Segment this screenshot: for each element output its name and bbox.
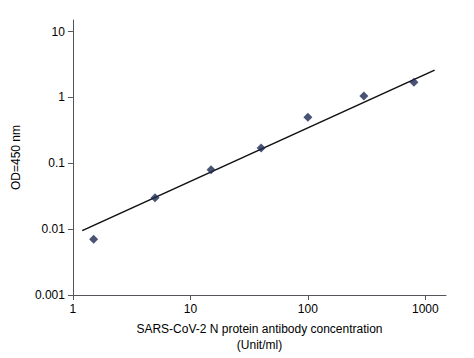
svg-text:OD=450 nm: OD=450 nm [9,125,23,190]
svg-text:100: 100 [298,302,318,316]
svg-text:0.001: 0.001 [35,288,65,302]
svg-text:0.1: 0.1 [48,156,65,170]
svg-text:1: 1 [58,90,65,104]
svg-text:1000: 1000 [412,302,439,316]
svg-text:1: 1 [70,302,77,316]
svg-text:10: 10 [184,302,198,316]
svg-text:SARS-CoV-2 N protein antibody: SARS-CoV-2 N protein antibody concentrat… [136,322,382,336]
svg-text:10: 10 [52,25,66,39]
svg-text:(Unit/ml): (Unit/ml) [237,338,282,352]
svg-text:0.01: 0.01 [42,222,66,236]
